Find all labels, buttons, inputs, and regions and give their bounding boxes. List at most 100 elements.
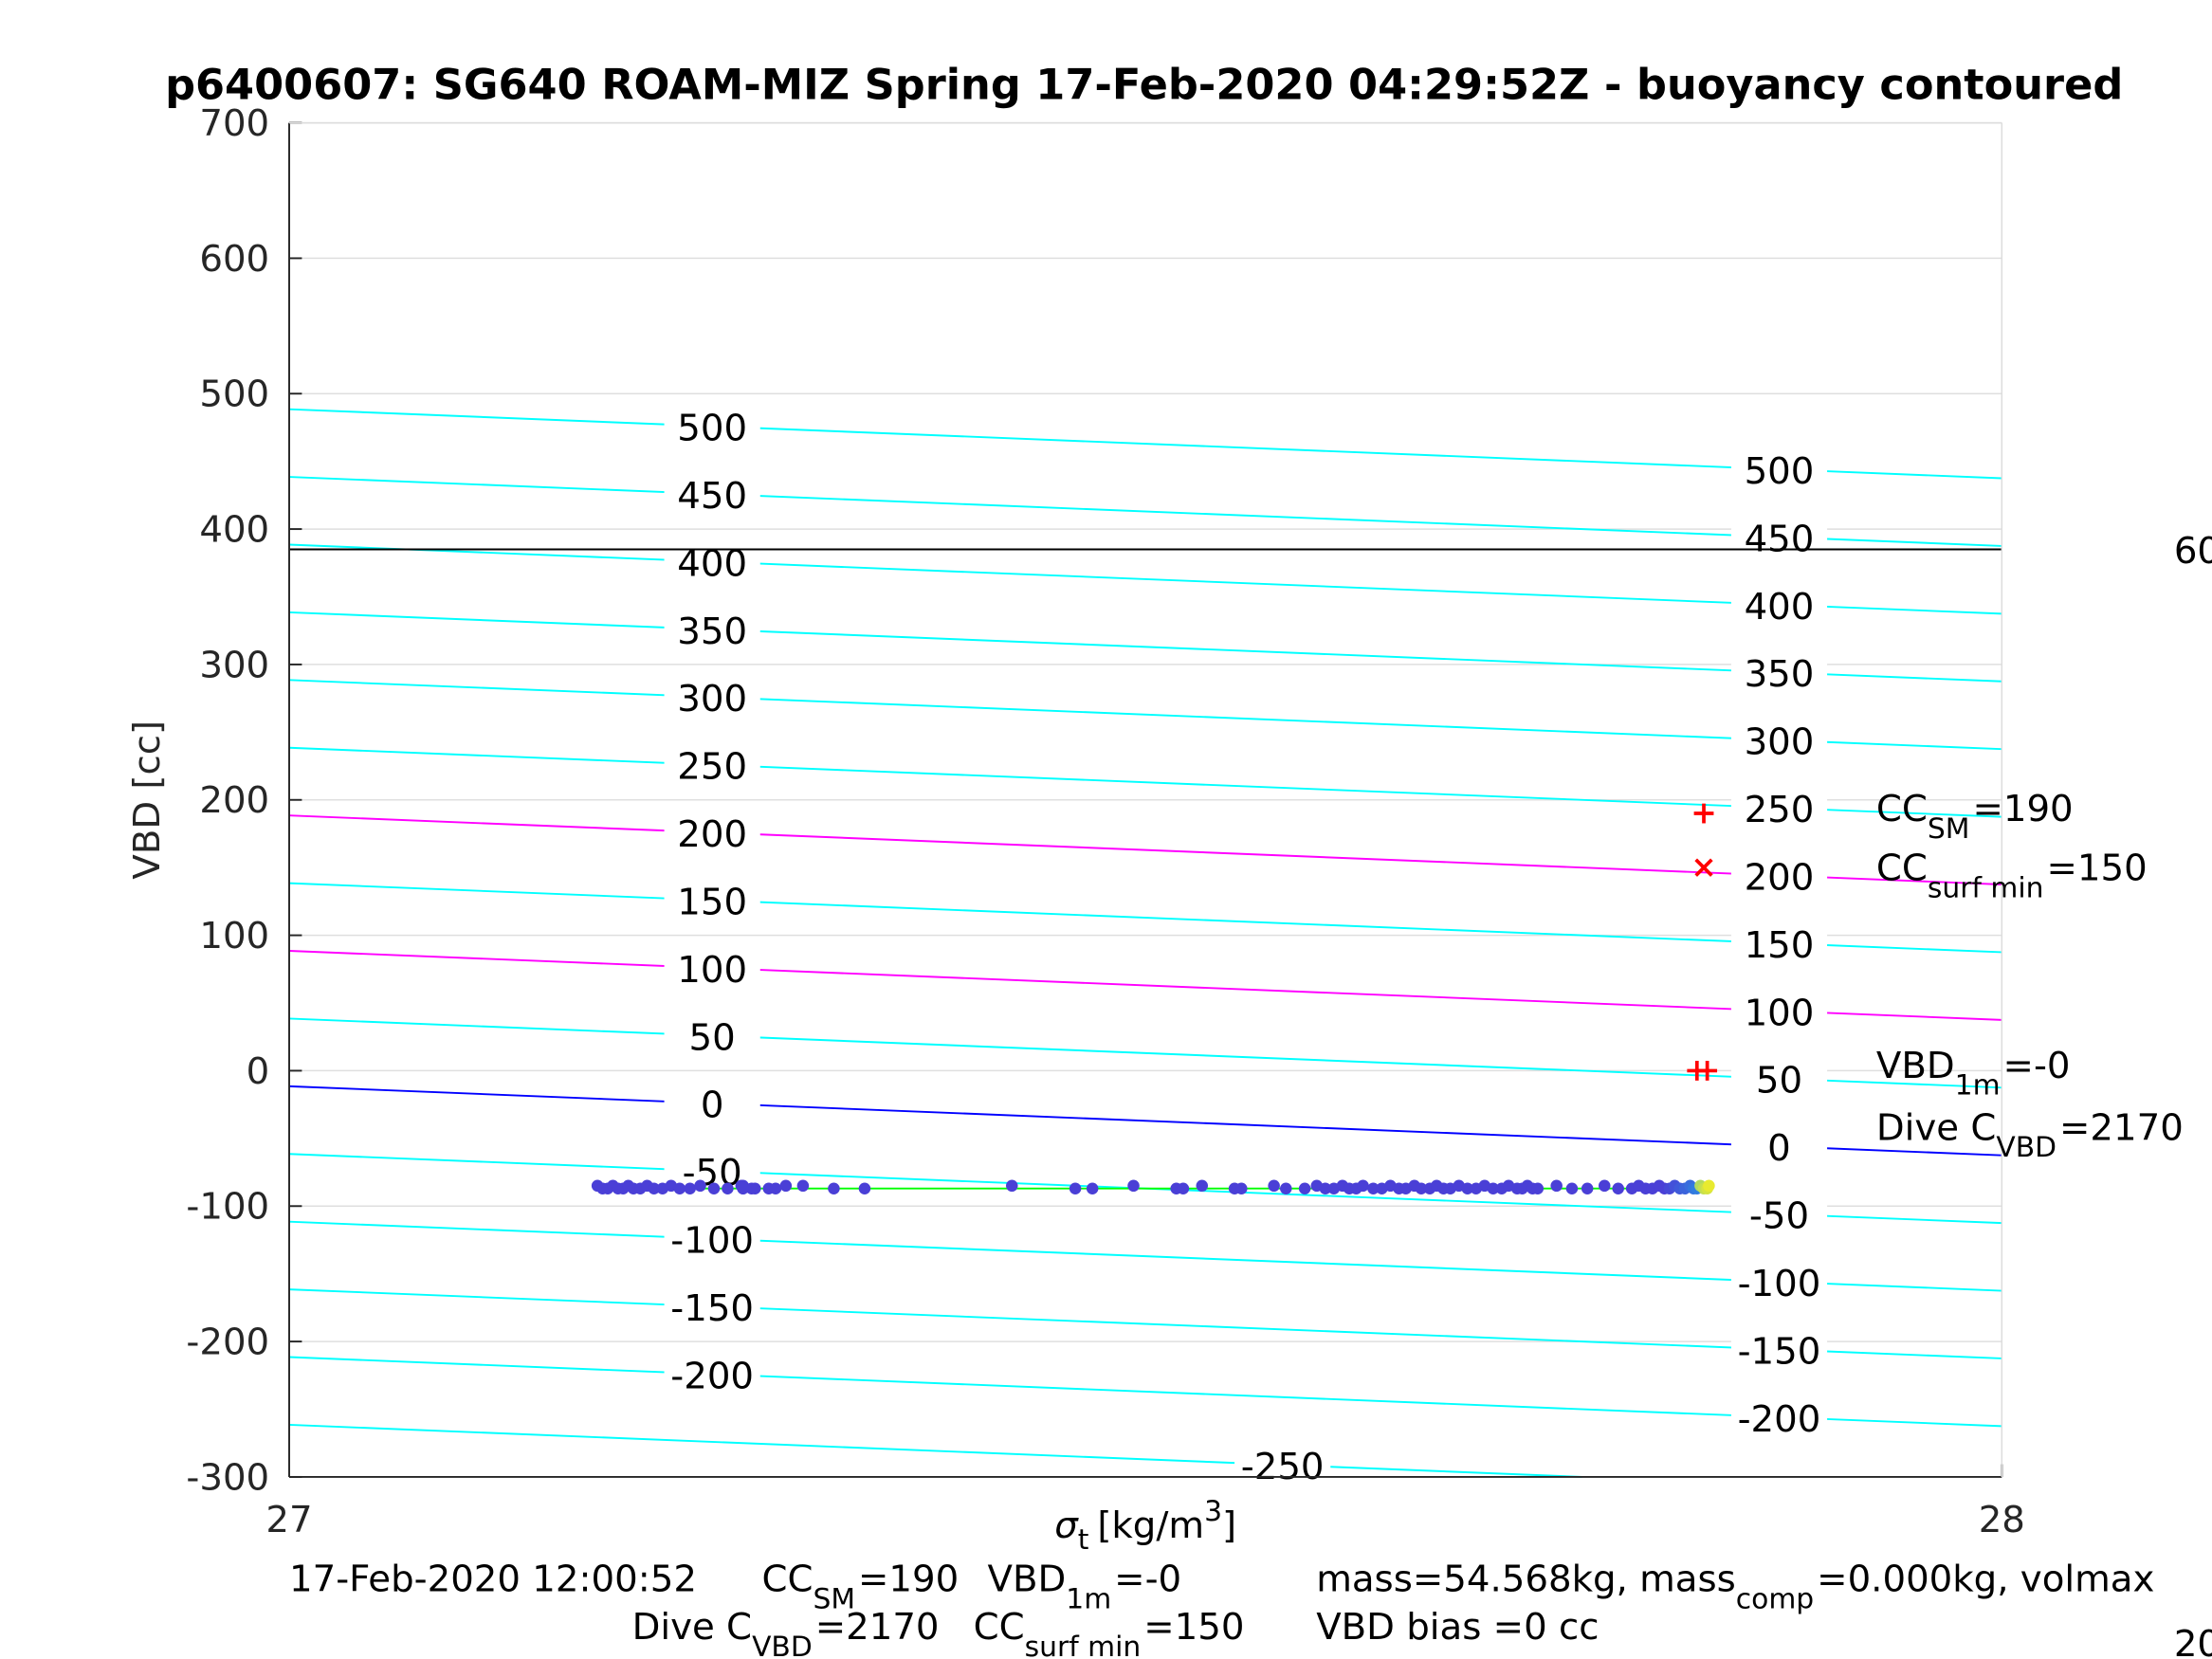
contour-label: 350: [677, 611, 747, 653]
contour-label: -100: [1738, 1263, 1821, 1305]
dive-c-vbd-annotation: Dive CVBD =2170: [1876, 1106, 2184, 1164]
contour-label-background: [664, 677, 760, 718]
contour-label: 250: [677, 746, 747, 789]
contour-label: 150: [677, 881, 747, 923]
contour-label-background: [1730, 1329, 1828, 1370]
data-point: [1127, 1179, 1140, 1193]
data-point: [694, 1179, 706, 1193]
contour-label-background: [664, 406, 760, 447]
dive-c-vbd-bottom: Dive CVBD =2170: [632, 1606, 940, 1659]
contour-label-background: [1730, 991, 1828, 1031]
data-point: [1006, 1179, 1018, 1193]
y-tick-label: 0: [247, 1050, 270, 1093]
corner-label: 20: [2174, 1623, 2212, 1659]
data-point: [1598, 1179, 1611, 1193]
x-axis-label: σt [kg/m3]: [1054, 1495, 1236, 1557]
chart-title: p6400607: SG640 ROAM-MIZ Spring 17-Feb-2…: [165, 60, 2123, 109]
contour-label-background: [1730, 652, 1828, 693]
data-point: [1581, 1182, 1594, 1195]
contour-line: [288, 476, 2002, 547]
contour-label: 400: [1745, 586, 1815, 629]
vbd-bias-annotation: VBD bias =0 cc: [1316, 1606, 1599, 1649]
contour-label: 50: [1756, 1060, 1802, 1103]
contour-label: -150: [1738, 1330, 1821, 1373]
contour-line: [288, 679, 2002, 751]
y-tick-label: 400: [199, 508, 269, 551]
contour-label: 0: [1767, 1127, 1791, 1170]
contour-label-background: [1730, 585, 1828, 625]
contour-lines: 5005004504504004003503503003002502502002…: [288, 406, 2002, 1488]
contour-line: [288, 882, 2002, 954]
cc-sm-annotation: CCSM =190: [1876, 788, 2074, 846]
y-tick-label: -200: [186, 1321, 269, 1363]
contour-line: [288, 1356, 2002, 1428]
contour-label: 50: [689, 1016, 736, 1059]
contour-label: 100: [677, 949, 747, 992]
data-point: [745, 1182, 758, 1195]
contour-line: [288, 746, 2002, 818]
contour-line: [288, 1017, 2002, 1089]
contour-line: [288, 1423, 1582, 1478]
contour-label: -100: [670, 1220, 754, 1263]
data-point: [684, 1182, 696, 1195]
y-tick-label: -300: [186, 1456, 269, 1499]
contour-line: [288, 950, 2002, 1021]
contour-label: -200: [670, 1355, 754, 1397]
contour-label-background: [1730, 720, 1828, 760]
data-point: [707, 1182, 721, 1195]
marker-stroke: [1694, 858, 1713, 877]
data-point: [1703, 1179, 1715, 1193]
contour-label-background: [664, 1084, 760, 1123]
data-point: [1298, 1182, 1311, 1195]
data-point: [1487, 1182, 1500, 1195]
y-tick-label: 200: [199, 779, 269, 822]
plus-marker: [1693, 803, 1714, 824]
data-point: [1565, 1182, 1579, 1195]
cc-surf-min-bottom: CCsurf min =150: [974, 1606, 1245, 1659]
contour-label-background: [664, 610, 760, 649]
data-point: [1531, 1182, 1545, 1195]
contour-label: 450: [677, 475, 747, 518]
y-tick-label: -100: [186, 1186, 269, 1229]
data-point: [1461, 1182, 1473, 1195]
data-point: [1367, 1182, 1380, 1195]
contour-label-background: [1730, 788, 1828, 828]
contour-line: [288, 1220, 2002, 1292]
markers: [1687, 803, 1718, 1081]
contour-label-background: [664, 880, 760, 921]
data-point: [1268, 1179, 1280, 1193]
contour-label-background: [1730, 923, 1828, 963]
contour-label: 500: [1745, 450, 1815, 493]
contour-line: [288, 814, 2002, 885]
data-point: [779, 1179, 793, 1193]
data-point: [828, 1182, 840, 1195]
cc-surf-min-annotation: CCsurf min =150: [1876, 848, 2148, 905]
contour-label: 300: [1745, 721, 1815, 764]
contour-line: [288, 543, 2002, 615]
contour-line: [288, 408, 2002, 480]
data-points: [591, 1179, 1715, 1195]
y-tick-label: 500: [199, 374, 269, 416]
contour-label-background: [1234, 1445, 1331, 1486]
contour-label-background: [664, 1015, 760, 1056]
data-point: [1177, 1182, 1190, 1195]
data-point: [1086, 1182, 1099, 1195]
data-point: [1357, 1179, 1369, 1193]
contour-label: -250: [1241, 1446, 1325, 1488]
data-point: [648, 1182, 661, 1195]
contour-label: -150: [670, 1287, 754, 1330]
y-tick-labels: 700 600 500 400 300 200 100 0 -100 -200 -300: [186, 102, 269, 1499]
contour-label-background: [664, 474, 760, 514]
contour-label: 150: [1745, 924, 1815, 967]
cc-sm-bottom: CCSM =190: [761, 1558, 959, 1615]
contour-label-background: [1730, 1058, 1828, 1099]
contour-label: 200: [677, 813, 747, 856]
contour-line: [288, 611, 2002, 683]
data-point: [1550, 1179, 1563, 1193]
contour-label-background: [1730, 1397, 1828, 1437]
contour-label: 500: [677, 408, 747, 450]
y-tick-label: 300: [199, 644, 269, 686]
data-point: [858, 1182, 871, 1195]
contour-label-background: [664, 812, 760, 853]
contour-label-background: [1730, 1194, 1828, 1234]
